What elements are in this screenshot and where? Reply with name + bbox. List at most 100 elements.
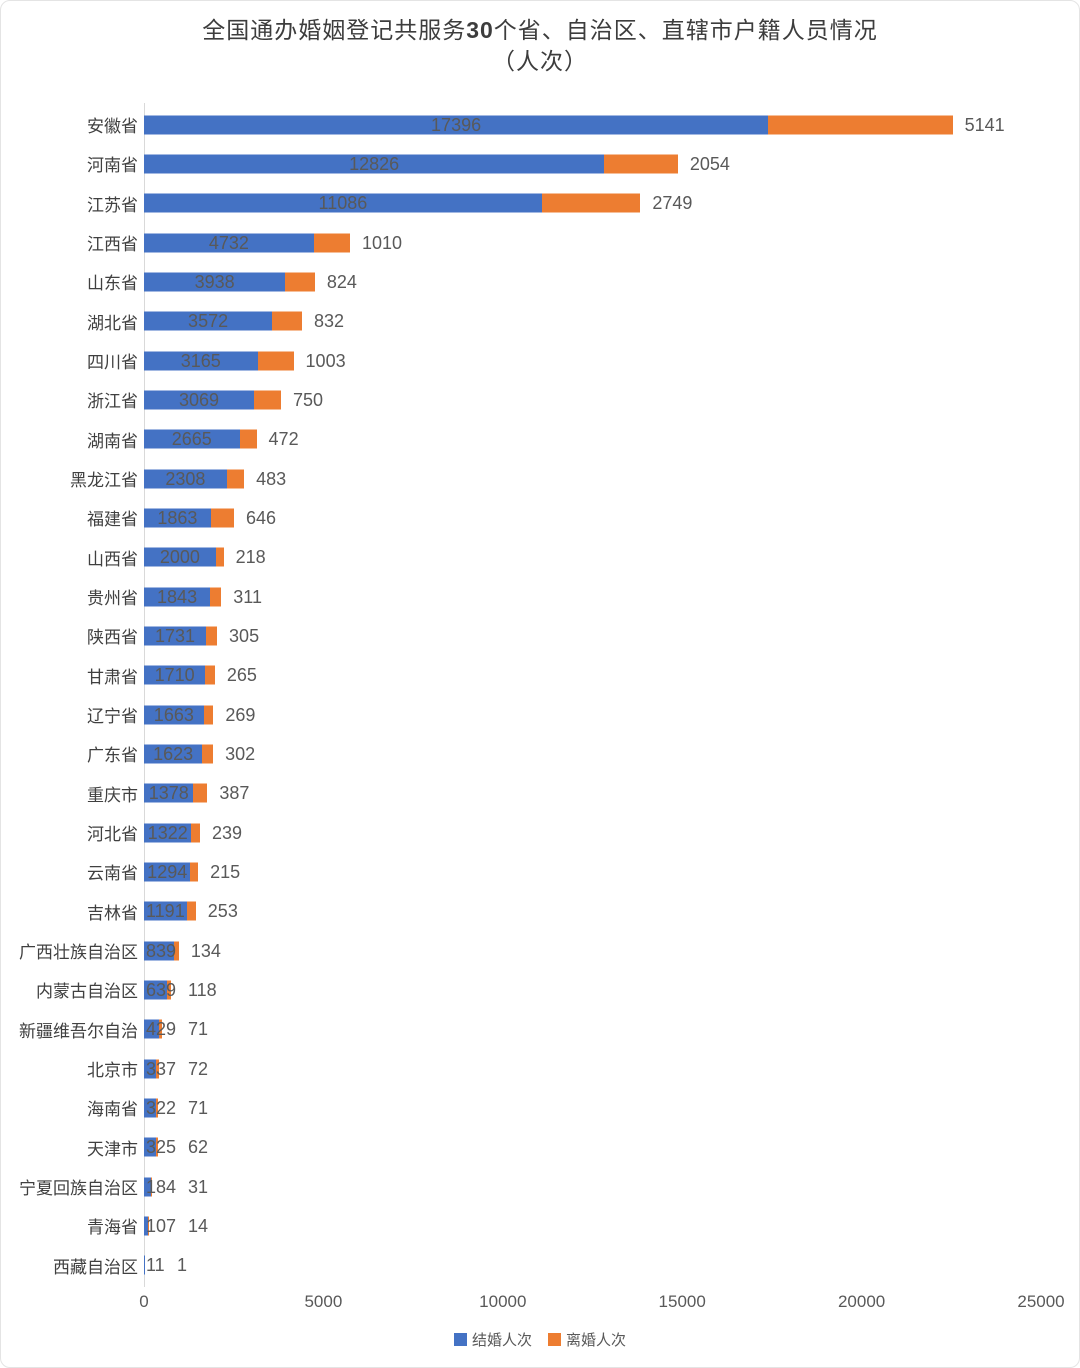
marriage-bar-segment[interactable] bbox=[144, 351, 258, 371]
marriage-value-label: 839 bbox=[146, 940, 177, 961]
bar-plot-area: 12826 2054 bbox=[144, 144, 1041, 183]
bar-plot-area: 3069 750 bbox=[144, 380, 1041, 419]
marriage-bar-segment[interactable] bbox=[144, 272, 286, 292]
divorce-bar-segment[interactable] bbox=[206, 626, 218, 646]
divorce-bar-segment[interactable] bbox=[257, 351, 294, 371]
divorce-value-label: 239 bbox=[212, 822, 243, 843]
bar-plot-area: 107 14 bbox=[144, 1206, 1041, 1245]
divorce-bar-segment[interactable] bbox=[174, 941, 179, 961]
marriage-bar-segment[interactable] bbox=[144, 705, 204, 725]
marriage-bar-segment[interactable] bbox=[144, 1137, 156, 1157]
bar-row: 河北省 1322 239 bbox=[1, 813, 1079, 852]
marriage-bar-segment[interactable] bbox=[144, 547, 216, 567]
marriage-bar-segment[interactable] bbox=[144, 1216, 148, 1236]
divorce-value-label: 302 bbox=[225, 743, 256, 764]
marriage-value-label: 337 bbox=[146, 1058, 177, 1079]
divorce-value-label: 1 bbox=[177, 1255, 188, 1276]
divorce-value-label: 483 bbox=[256, 468, 287, 489]
bar-plot-area: 1322 239 bbox=[144, 813, 1041, 852]
divorce-bar-segment[interactable] bbox=[768, 115, 953, 135]
divorce-bar-segment[interactable] bbox=[156, 1059, 159, 1079]
marriage-value-label: 107 bbox=[146, 1215, 177, 1236]
title-unit-line: （人次） bbox=[492, 48, 588, 74]
divorce-value-label: 14 bbox=[188, 1215, 209, 1236]
marriage-bar-segment[interactable] bbox=[144, 311, 273, 331]
divorce-bar-segment[interactable] bbox=[190, 862, 199, 882]
divorce-bar-segment[interactable] bbox=[150, 1177, 152, 1197]
marriage-bar-segment[interactable] bbox=[144, 1059, 157, 1079]
marriage-value-label: 3069 bbox=[179, 389, 220, 410]
marriage-bar-segment[interactable] bbox=[144, 1019, 160, 1039]
marriage-bar-segment[interactable] bbox=[144, 115, 769, 135]
bar-row: 湖北省 3572 832 bbox=[1, 302, 1079, 341]
marriage-bar-segment[interactable] bbox=[144, 469, 227, 489]
marriage-bar-segment[interactable] bbox=[144, 626, 207, 646]
marriage-bar-segment[interactable] bbox=[144, 390, 255, 410]
bar-plot-area: 2308 483 bbox=[144, 459, 1041, 498]
bar-row: 宁夏回族自治区 184 31 bbox=[1, 1167, 1079, 1206]
divorce-bar-segment[interactable] bbox=[215, 547, 224, 567]
bar-plot-area: 184 31 bbox=[144, 1167, 1041, 1206]
divorce-bar-segment[interactable] bbox=[159, 1019, 162, 1039]
divorce-bar-segment[interactable] bbox=[155, 1098, 159, 1118]
marriage-bar-segment[interactable] bbox=[144, 233, 314, 253]
legend-label-marriage: 结婚人次 bbox=[471, 1332, 532, 1349]
marriage-bar-segment[interactable] bbox=[144, 1177, 151, 1197]
bar-row: 河南省 12826 2054 bbox=[1, 144, 1079, 183]
divorce-bar-segment[interactable] bbox=[205, 665, 215, 685]
marriage-bar-segment[interactable] bbox=[144, 587, 211, 607]
divorce-bar-segment[interactable] bbox=[210, 508, 235, 528]
marriage-bar-segment[interactable] bbox=[144, 823, 192, 843]
marriage-bar-segment[interactable] bbox=[144, 862, 191, 882]
divorce-bar-segment[interactable] bbox=[210, 587, 222, 607]
marriage-value-label: 1843 bbox=[157, 586, 198, 607]
title-bold-number: 30 bbox=[466, 17, 494, 43]
marriage-bar-segment[interactable] bbox=[144, 941, 175, 961]
divorce-bar-segment[interactable] bbox=[166, 980, 172, 1000]
marriage-bar-segment[interactable] bbox=[144, 665, 206, 685]
divorce-value-label: 134 bbox=[190, 940, 221, 961]
marriage-bar-segment[interactable] bbox=[144, 429, 240, 449]
marriage-bar-segment[interactable] bbox=[144, 744, 203, 764]
divorce-value-label: 2749 bbox=[652, 193, 693, 214]
bar-row: 黑龙江省 2308 483 bbox=[1, 459, 1079, 498]
divorce-bar-segment[interactable] bbox=[272, 311, 302, 331]
divorce-bar-segment[interactable] bbox=[239, 429, 257, 449]
divorce-bar-segment[interactable] bbox=[186, 901, 196, 921]
marriage-bar-segment[interactable] bbox=[144, 980, 167, 1000]
divorce-value-label: 71 bbox=[188, 1019, 209, 1040]
divorce-bar-segment[interactable] bbox=[313, 233, 351, 253]
marriage-value-label: 11086 bbox=[318, 193, 368, 214]
divorce-value-label: 1010 bbox=[362, 232, 403, 253]
marriage-bar-segment[interactable] bbox=[144, 508, 211, 528]
marriage-value-label: 2308 bbox=[165, 468, 206, 489]
chart-title: 全国通办婚姻登记共服务30个省、自治区、直辖市户籍人员情况 （人次） bbox=[1, 15, 1079, 77]
marriage-bar-segment[interactable] bbox=[144, 154, 605, 174]
category-label: 天津市 bbox=[87, 1139, 138, 1159]
category-label: 青海省 bbox=[87, 1218, 138, 1238]
divorce-bar-segment[interactable] bbox=[147, 1216, 149, 1236]
bar-row: 辽宁省 1663 269 bbox=[1, 695, 1079, 734]
category-label: 贵州省 bbox=[87, 589, 138, 609]
marriage-bar-segment[interactable] bbox=[144, 783, 194, 803]
divorce-bar-segment[interactable] bbox=[193, 783, 208, 803]
marriage-value-label: 1710 bbox=[154, 665, 195, 686]
marriage-bar-segment[interactable] bbox=[144, 193, 542, 213]
divorce-bar-segment[interactable] bbox=[155, 1137, 158, 1157]
divorce-bar-segment[interactable] bbox=[191, 823, 200, 843]
divorce-bar-segment[interactable] bbox=[226, 469, 245, 489]
marriage-bar-segment[interactable] bbox=[144, 901, 187, 921]
divorce-bar-segment[interactable] bbox=[202, 744, 214, 764]
divorce-bar-segment[interactable] bbox=[254, 390, 282, 410]
divorce-bar-segment[interactable] bbox=[285, 272, 315, 292]
category-label: 重庆市 bbox=[87, 785, 138, 805]
bar-row: 西藏自治区 11 1 bbox=[1, 1246, 1079, 1285]
bar-row: 湖南省 2665 472 bbox=[1, 420, 1079, 459]
divorce-value-label: 62 bbox=[188, 1137, 209, 1158]
legend-item-divorce: 离婚人次 bbox=[548, 1329, 626, 1350]
divorce-bar-segment[interactable] bbox=[604, 154, 678, 174]
divorce-bar-segment[interactable] bbox=[541, 193, 641, 213]
marriage-bar-segment[interactable] bbox=[144, 1098, 156, 1118]
divorce-bar-segment[interactable] bbox=[203, 705, 214, 725]
marriage-value-label: 1863 bbox=[157, 507, 198, 528]
